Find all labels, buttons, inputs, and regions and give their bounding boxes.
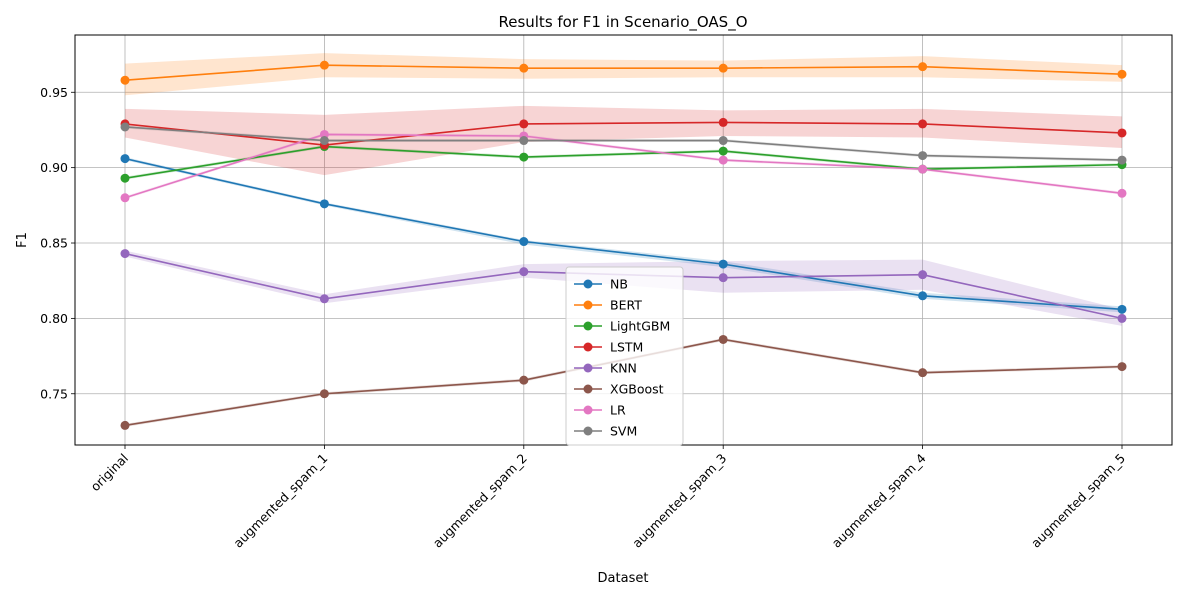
data-point bbox=[718, 63, 728, 73]
data-point bbox=[1117, 128, 1127, 138]
data-point bbox=[319, 294, 329, 304]
data-point bbox=[519, 375, 529, 385]
y-tick-label: 0.80 bbox=[40, 311, 68, 326]
data-point bbox=[120, 154, 130, 164]
legend-marker bbox=[583, 300, 593, 310]
series-bert bbox=[120, 60, 1127, 85]
data-point bbox=[519, 63, 529, 73]
data-point bbox=[1117, 304, 1127, 314]
data-point bbox=[918, 270, 928, 280]
legend-item-xgboost: XGBoost bbox=[574, 382, 664, 397]
data-point bbox=[120, 75, 130, 85]
data-point bbox=[1117, 155, 1127, 165]
data-point bbox=[120, 173, 130, 183]
data-point bbox=[718, 334, 728, 344]
data-point bbox=[718, 146, 728, 156]
series-svm bbox=[120, 122, 1127, 165]
legend-item-svm: SVM bbox=[574, 424, 637, 439]
series-lr bbox=[120, 129, 1127, 203]
data-point bbox=[519, 119, 529, 129]
legend-marker bbox=[583, 363, 593, 373]
legend-marker bbox=[583, 384, 593, 394]
legend-marker bbox=[583, 405, 593, 415]
data-point bbox=[918, 151, 928, 161]
data-point bbox=[120, 122, 130, 132]
data-point bbox=[319, 60, 329, 70]
legend-marker bbox=[583, 426, 593, 436]
legend-item-lstm: LSTM bbox=[574, 340, 643, 355]
series-line bbox=[124, 145, 1123, 179]
legend-marker bbox=[583, 279, 593, 289]
series-line bbox=[124, 64, 1123, 82]
data-point bbox=[918, 119, 928, 129]
data-point bbox=[1117, 362, 1127, 372]
band-knn bbox=[125, 250, 1122, 326]
series-line bbox=[124, 121, 1123, 146]
chart-title: Results for F1 in Scenario_OAS_O bbox=[498, 13, 747, 32]
data-point bbox=[519, 152, 529, 162]
series-line bbox=[124, 157, 1123, 311]
legend-item-bert: BERT bbox=[574, 298, 642, 313]
legend-item-nb: NB bbox=[574, 277, 628, 292]
series-line bbox=[124, 133, 1123, 199]
series-line bbox=[124, 126, 1123, 161]
data-point bbox=[718, 273, 728, 283]
data-point bbox=[1117, 69, 1127, 79]
data-point bbox=[918, 62, 928, 72]
data-point bbox=[519, 267, 529, 277]
legend: NB BERT LightGBM LSTM KNN XGBoost LR SVM bbox=[565, 266, 684, 446]
data-point bbox=[120, 193, 130, 203]
data-point bbox=[918, 164, 928, 174]
series-nb bbox=[120, 154, 1127, 314]
legend-marker bbox=[583, 342, 593, 352]
data-point bbox=[519, 237, 529, 247]
x-axis-label: Dataset bbox=[598, 571, 649, 586]
legend-label: SVM bbox=[610, 424, 637, 439]
data-point bbox=[319, 136, 329, 146]
data-point bbox=[120, 420, 130, 430]
legend-label: BERT bbox=[610, 298, 642, 313]
legend-marker bbox=[583, 321, 593, 331]
data-point bbox=[120, 249, 130, 259]
data-point bbox=[718, 155, 728, 165]
legend-box bbox=[565, 266, 684, 446]
data-point bbox=[718, 117, 728, 127]
legend-label: LSTM bbox=[610, 340, 643, 355]
data-point bbox=[519, 136, 529, 146]
legend-label: NB bbox=[610, 277, 628, 292]
data-point bbox=[319, 199, 329, 209]
y-tick-label: 0.75 bbox=[40, 386, 68, 401]
data-point bbox=[319, 389, 329, 399]
data-point bbox=[1117, 313, 1127, 323]
legend-label: XGBoost bbox=[610, 382, 664, 397]
y-tick-label: 0.85 bbox=[40, 236, 68, 251]
band-bert bbox=[125, 53, 1122, 96]
y-tick-label: 0.90 bbox=[40, 160, 68, 175]
y-axis: 0.75 0.80 0.85 0.90 0.95 bbox=[40, 85, 75, 401]
legend-item-lightgbm: LightGBM bbox=[574, 319, 670, 334]
y-tick-label: 0.95 bbox=[40, 85, 68, 100]
y-axis-label: F1 bbox=[15, 232, 30, 248]
legend-label: LR bbox=[610, 403, 626, 418]
data-point bbox=[718, 136, 728, 146]
data-point bbox=[918, 368, 928, 378]
legend-label: KNN bbox=[610, 361, 637, 376]
legend-item-knn: KNN bbox=[574, 361, 637, 376]
legend-label: LightGBM bbox=[610, 319, 670, 334]
data-point bbox=[918, 291, 928, 301]
data-point bbox=[718, 259, 728, 269]
legend-item-lr: LR bbox=[574, 403, 626, 418]
data-point bbox=[1117, 188, 1127, 198]
